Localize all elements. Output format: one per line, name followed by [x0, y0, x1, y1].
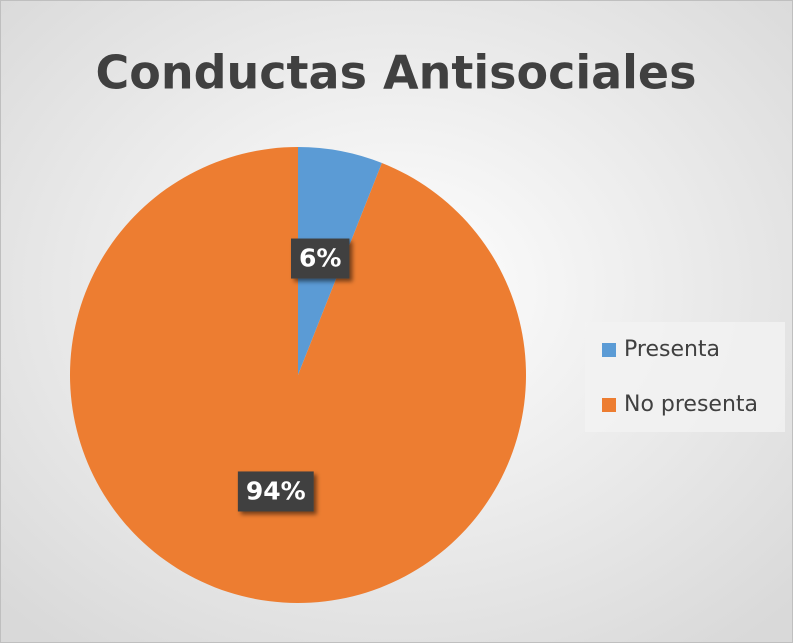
data-label: 6%: [299, 244, 341, 273]
chart-title: Conductas Antisociales: [96, 46, 697, 100]
data-label: 94%: [246, 476, 306, 505]
legend-label: No presenta: [624, 392, 758, 417]
pie-slice: [70, 147, 526, 603]
data-label-box: [290, 238, 350, 279]
data-label-box: [237, 471, 314, 512]
legend-label: Presenta: [624, 337, 720, 362]
legend-box: [585, 322, 785, 432]
legend-swatch: [602, 343, 616, 357]
legend-swatch: [602, 398, 616, 412]
